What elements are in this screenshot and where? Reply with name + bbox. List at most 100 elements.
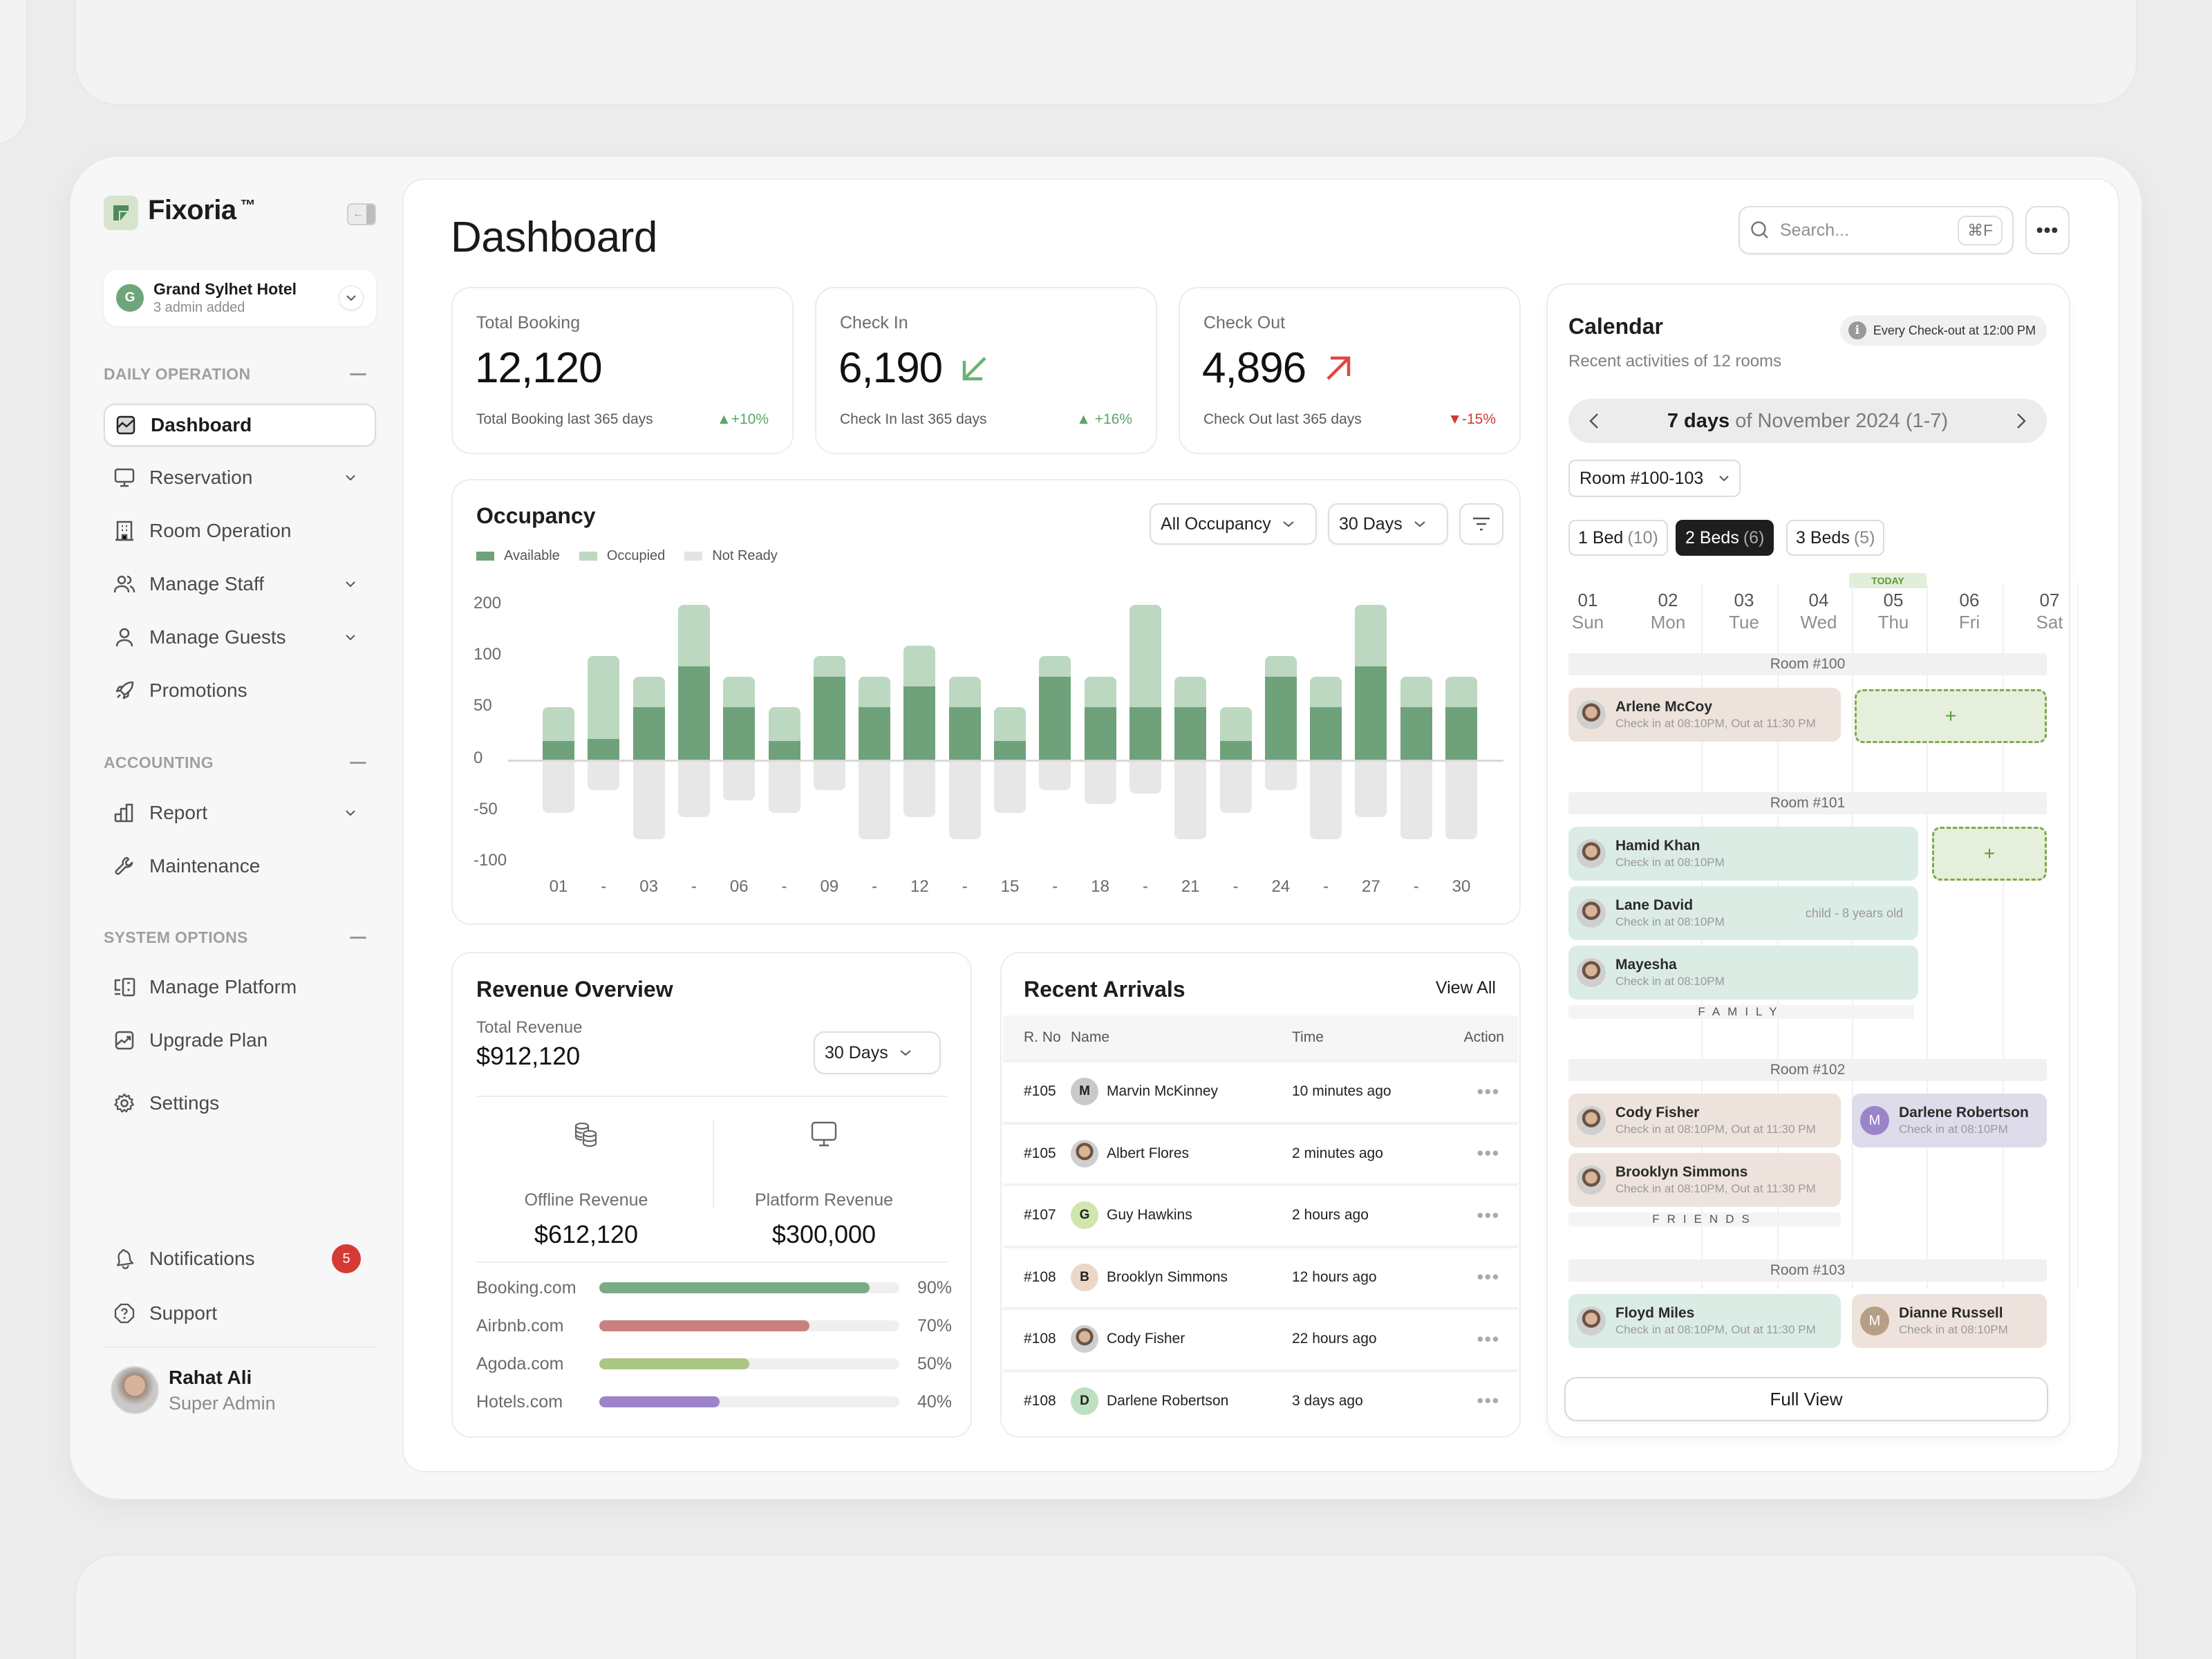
filter-2-beds[interactable]: 2 Beds (6) [1676,520,1774,556]
full-view-button[interactable]: Full View [1564,1377,2048,1421]
sidebar-item-settings[interactable]: Settings [104,1082,376,1125]
bar-segment-not-ready[interactable] [1039,761,1071,791]
bar-segment-not-ready[interactable] [1310,761,1342,840]
occupancy-type-select[interactable]: All Occupancy [1150,503,1317,545]
bar-positive[interactable] [859,676,891,760]
table-row[interactable]: #108 D Darlene Robertson 3 days ago ••• [1003,1369,1518,1430]
sidebar-item-report[interactable]: Report [104,791,376,834]
filter-1-bed[interactable]: 1 Bed (10) [1568,520,1668,556]
bar-positive[interactable] [948,676,981,760]
booking-card[interactable]: Brooklyn Simmons Check in at 08:10PM, Out… [1568,1153,1841,1207]
bar-segment-not-ready[interactable] [768,761,800,813]
sidebar-item-notifications[interactable]: Notifications 5 [104,1237,376,1280]
booking-card[interactable]: Cody Fisher Check in at 08:10PM, Out at 1… [1568,1094,1841,1147]
day-column-header[interactable]: 07 Sat [2036,590,2063,632]
day-column-header[interactable]: 06 Fri [1958,590,1980,632]
sidebar-item-manage-platform[interactable]: Manage Platform [104,966,376,1009]
occupancy-range-select[interactable]: 30 Days [1328,503,1448,545]
bar-segment-not-ready[interactable] [1445,761,1477,840]
bar-positive[interactable] [677,605,710,760]
bar-positive[interactable] [1400,676,1432,760]
table-row[interactable]: #108 Cody Fisher 22 hours ago ••• [1003,1307,1518,1368]
bar-segment-not-ready[interactable] [723,761,756,801]
bar-segment-not-ready[interactable] [813,761,845,791]
day-column-header[interactable]: 05 Thu [1877,590,1909,632]
filter-button[interactable] [1459,503,1503,545]
bar-segment-not-ready[interactable] [677,761,710,817]
revenue-range-select[interactable]: 30 Days [814,1031,941,1074]
bar-positive[interactable] [994,707,1026,760]
user-profile[interactable]: Rahat Ali Super Admin [111,1366,276,1414]
bar-positive[interactable] [768,707,800,760]
section-system-options[interactable]: SYSTEM OPTIONS [104,928,366,947]
sidebar-item-manage-staff[interactable]: Manage Staff [104,563,376,606]
bar-segment-not-ready[interactable] [859,761,891,840]
bar-positive[interactable] [1264,656,1297,760]
booking-card[interactable]: Lane David Check in at 08:10PM child - 8 … [1568,886,1918,940]
add-booking-button[interactable]: + [1932,827,2047,881]
bar-segment-not-ready[interactable] [1129,761,1161,794]
bar-segment-not-ready[interactable] [948,761,981,840]
bar-segment-not-ready[interactable] [588,761,620,791]
day-column-header[interactable]: 01 Sun [1571,590,1604,632]
bar-segment-not-ready[interactable] [1264,761,1297,791]
bar-positive[interactable] [1039,656,1071,760]
chevron-left-icon[interactable] [1589,413,1599,429]
table-row[interactable]: #105 Albert Flores 2 minutes ago ••• [1003,1121,1518,1183]
bar-positive[interactable] [1310,676,1342,760]
bar-positive[interactable] [1219,707,1252,760]
table-row[interactable]: #107 G Guy Hawkins 2 hours ago ••• [1003,1183,1518,1244]
booking-card[interactable]: M Darlene Robertson Check in at 08:10PM [1852,1094,2047,1147]
booking-card[interactable]: M Dianne Russell Check in at 08:10PM [1852,1294,2047,1348]
bar-segment-not-ready[interactable] [1219,761,1252,813]
chevron-down-icon[interactable] [339,285,364,310]
add-booking-button[interactable]: + [1855,689,2047,743]
bar-positive[interactable] [813,656,845,760]
sidebar-item-manage-guests[interactable]: Manage Guests [104,616,376,659]
table-row[interactable]: #108 B Brooklyn Simmons 12 hours ago ••• [1003,1245,1518,1306]
sidebar-item-upgrade-plan[interactable]: Upgrade Plan [104,1019,376,1062]
day-column-header[interactable]: 02 Mon [1650,590,1686,632]
bar-positive[interactable] [1445,676,1477,760]
sidebar-item-maintenance[interactable]: Maintenance [104,845,376,888]
bar-positive[interactable] [903,646,936,760]
section-daily-operation[interactable]: DAILY OPERATION [104,365,366,384]
chevron-right-icon[interactable] [2016,413,2026,429]
section-accounting[interactable]: ACCOUNTING [104,753,366,772]
sidebar-item-dashboard[interactable]: Dashboard [104,404,376,447]
bar-positive[interactable] [1174,676,1207,760]
booking-card[interactable]: Hamid Khan Check in at 08:10PM [1568,827,1918,881]
bar-positive[interactable] [1129,605,1161,760]
filter-3-beds[interactable]: 3 Beds (5) [1786,520,1885,556]
bar-positive[interactable] [543,707,574,760]
bar-segment-not-ready[interactable] [632,761,665,840]
bar-segment-not-ready[interactable] [994,761,1026,813]
sidebar-item-room-operation[interactable]: Room Operation [104,509,376,552]
row-action-button[interactable]: ••• [1477,1143,1500,1163]
bar-positive[interactable] [588,656,620,760]
bar-positive[interactable] [632,676,665,760]
booking-card[interactable]: Mayesha Check in at 08:10PM [1568,946,1918,1000]
bar-segment-not-ready[interactable] [903,761,936,817]
view-all-link[interactable]: View All [1435,978,1496,997]
row-action-button[interactable]: ••• [1477,1080,1500,1102]
sidebar-item-support[interactable]: Support [104,1292,376,1335]
bar-segment-not-ready[interactable] [1174,761,1207,840]
bar-segment-not-ready[interactable] [1400,761,1432,840]
bar-positive[interactable] [1084,676,1116,760]
bar-positive[interactable] [1355,605,1387,760]
more-options-button[interactable]: ••• [2025,206,2070,254]
row-action-button[interactable]: ••• [1477,1390,1500,1411]
row-action-button[interactable]: ••• [1477,1266,1500,1287]
booking-card[interactable]: Floyd Miles Check in at 08:10PM, Out at 1… [1568,1294,1841,1348]
row-action-button[interactable]: ••• [1477,1204,1500,1226]
bar-segment-not-ready[interactable] [1355,761,1387,817]
search-input[interactable]: Search... ⌘F [1738,206,2014,254]
bar-segment-not-ready[interactable] [1084,761,1116,804]
hotel-switcher[interactable]: G Grand Sylhet Hotel 3 admin added [104,270,376,326]
bar-segment-not-ready[interactable] [543,761,574,813]
sidebar-item-promotions[interactable]: Promotions [104,669,376,712]
row-action-button[interactable]: ••• [1477,1328,1500,1349]
booking-card[interactable]: Arlene McCoy Check in at 08:10PM, Out at … [1568,688,1841,742]
day-column-header[interactable]: 04 Wed [1800,590,1837,632]
